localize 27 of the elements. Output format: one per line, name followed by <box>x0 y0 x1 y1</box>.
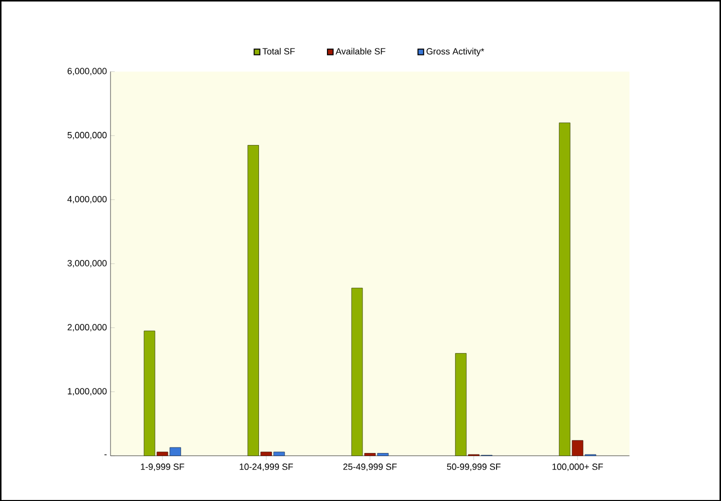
bar <box>377 452 389 456</box>
bar <box>558 122 570 456</box>
x-tick-label: 25-49,999 SF <box>343 463 397 471</box>
bar <box>156 452 168 456</box>
x-tick-label: 100,000+ SF <box>552 463 603 471</box>
y-tick-label: 6,000,000 <box>68 68 107 76</box>
bar <box>170 447 182 456</box>
bar <box>364 452 376 456</box>
bar <box>273 452 285 456</box>
bar <box>351 288 363 456</box>
legend-label: Total SF <box>262 48 295 54</box>
legend-label: Available SF <box>336 48 386 54</box>
y-tick-label: 4,000,000 <box>67 196 107 204</box>
bar <box>248 144 259 456</box>
bar <box>572 440 584 456</box>
legend-label: Gross Activity* <box>426 48 484 56</box>
y-tick-label: 2,000,000 <box>68 324 107 332</box>
bar <box>144 330 156 456</box>
y-tick-label: - <box>104 454 107 455</box>
bar <box>455 352 467 456</box>
x-tick-label: 1-9,999 SF <box>140 463 184 471</box>
x-tick-label: 50-99,999 SF <box>447 463 501 471</box>
y-tick-label: 3,000,000 <box>68 260 107 268</box>
bar <box>260 452 272 456</box>
x-tick-label: 10-24,999 SF <box>240 463 293 471</box>
y-tick-label: 1,000,000 <box>68 388 107 396</box>
y-tick-label: 5,000,000 <box>68 132 107 140</box>
